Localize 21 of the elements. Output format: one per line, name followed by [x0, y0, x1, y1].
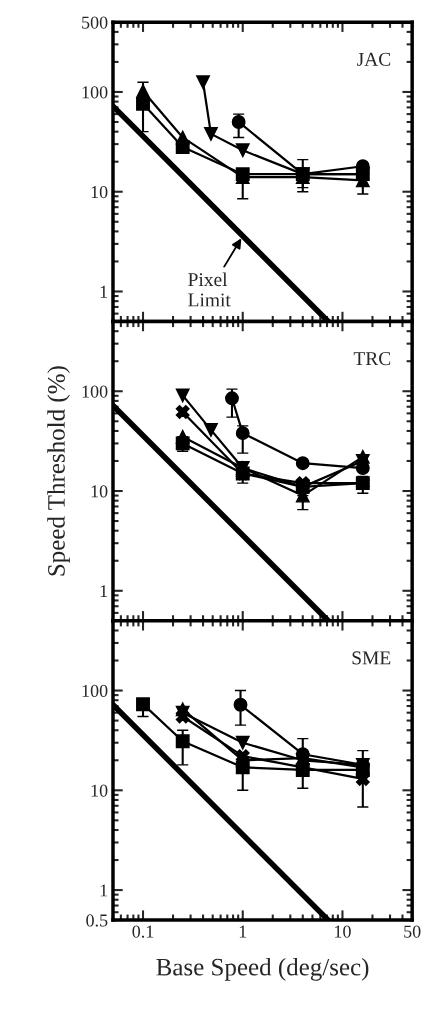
- y-tick-label: 10: [91, 485, 108, 498]
- text: SME: [352, 651, 391, 665]
- x-axis-title: Base Speed (deg/sec): [156, 958, 369, 981]
- y-tick-label: 100: [82, 86, 108, 99]
- text: TRC: [353, 352, 391, 366]
- y-tick-label: 100: [82, 684, 108, 697]
- annotation: Pixel Limit: [188, 272, 231, 307]
- y-tick-label: 100: [82, 385, 108, 398]
- y-axis-title: Speed Threshold (%): [47, 366, 70, 576]
- x-tick-label: 50: [404, 925, 421, 938]
- y-tick-label: 1: [100, 285, 108, 298]
- y-tick-label: 10: [91, 185, 108, 199]
- x-tick-label: 0.1: [132, 925, 154, 938]
- text: JAC: [357, 52, 391, 66]
- y-tick-label: 1: [100, 585, 108, 598]
- x-tick-label: 1: [239, 925, 247, 938]
- y-tick-label: 1: [100, 884, 108, 897]
- y-tick-label: 0.5: [86, 914, 108, 927]
- x-tick-label: 10: [335, 925, 351, 938]
- y-tick-label: 10: [91, 784, 108, 797]
- y-tick-label: 500: [82, 16, 108, 29]
